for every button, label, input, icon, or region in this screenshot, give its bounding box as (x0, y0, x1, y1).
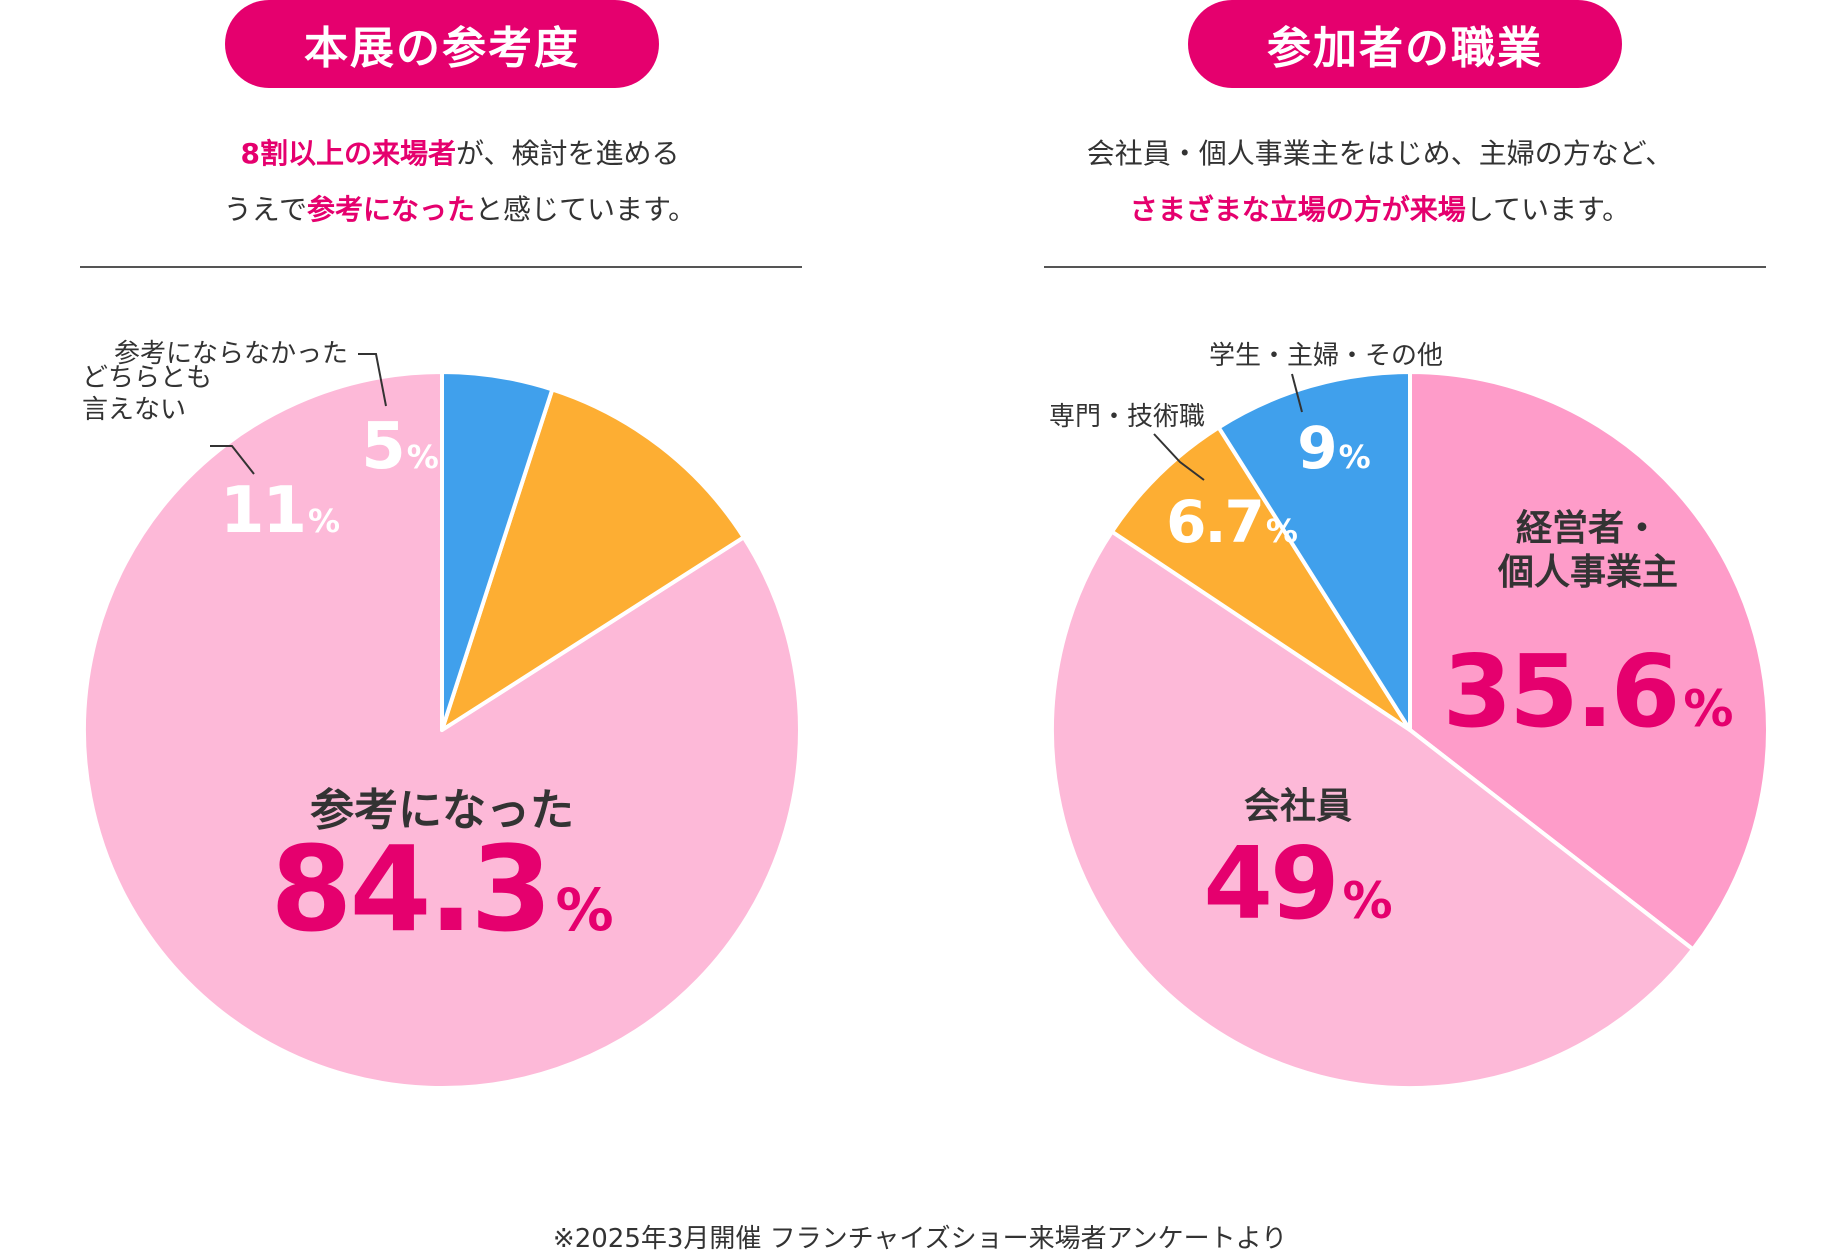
slice-value: 35.6% (1443, 633, 1734, 750)
survey-footnote: ※2025年3月開催 フランチャイズショー来場者アンケートより (552, 1224, 1288, 1254)
chart-description: 会社員・個人事業主をはじめ、主婦の方など、 さまざまな立場の方が来場しています。 (980, 126, 1780, 238)
description-line-2: さまざまな立場の方が来場しています。 (980, 182, 1780, 238)
chart-title-pill: 参加者の職業 (1188, 0, 1622, 88)
slice-value: 6.7% (1166, 488, 1298, 556)
chart-panel-occupation: 参加者の職業 会社員・個人事業主をはじめ、主婦の方など、 さまざまな立場の方が来… (920, 0, 1840, 1180)
divider (1044, 266, 1766, 268)
leader-line (210, 445, 255, 475)
chart-description: 8割以上の来場者が、検討を進める うえで参考になったと感じています。 (60, 126, 860, 238)
pie-slice (82, 370, 802, 1090)
slice-label: 会社員 (1244, 786, 1352, 827)
pie-slice (440, 370, 555, 732)
description-text: が、検討を進める (456, 137, 680, 170)
pie-slice (1408, 370, 1770, 952)
description-line-1: 8割以上の来場者が、検討を進める (60, 126, 860, 182)
leader-line (358, 353, 387, 407)
slice-outside-label: 専門・技術職 (1049, 402, 1205, 432)
description-text: 会社員・個人事業主をはじめ、主婦の方など、 (1086, 137, 1674, 170)
slice-outside-label: どちらとも言えない (82, 363, 212, 425)
slice-outside-label: 参考にならなかった (114, 339, 348, 369)
chart-panel-reference: 本展の参考度 8割以上の来場者が、検討を進める うえで参考になったと感じています… (0, 0, 920, 1180)
description-text: と感じています。 (474, 193, 697, 226)
divider (80, 266, 802, 268)
highlighted-text: 参考になった (306, 193, 475, 226)
description-line-1: 会社員・個人事業主をはじめ、主婦の方など、 (980, 126, 1780, 182)
highlighted-text: さまざまな立場の方が来場 (1129, 193, 1466, 226)
pie-slice (1216, 370, 1412, 732)
slice-label: 経営者・個人事業主 (1497, 508, 1678, 593)
slice-value: 84.3% (270, 820, 613, 958)
description-text: うえで (223, 193, 307, 226)
slice-value: 9% (1297, 414, 1370, 482)
highlighted-text: 8割以上の来場者 (240, 137, 457, 170)
description-text: しています。 (1465, 193, 1631, 226)
chart-title-pill: 本展の参考度 (225, 0, 659, 88)
slice-value: 49% (1203, 825, 1392, 942)
leader-line (1153, 433, 1205, 481)
pie-slice (1050, 529, 1695, 1091)
slice-label: 参考になった (310, 785, 574, 836)
pie-slice (1109, 425, 1412, 732)
slice-outside-label: 学生・主婦・その他 (1209, 341, 1443, 371)
slice-value: 11% (220, 474, 340, 548)
slice-value: 5% (361, 410, 439, 484)
leader-line (1291, 373, 1303, 413)
description-line-2: うえで参考になったと感じています。 (60, 182, 860, 238)
pie-slice (440, 387, 746, 732)
